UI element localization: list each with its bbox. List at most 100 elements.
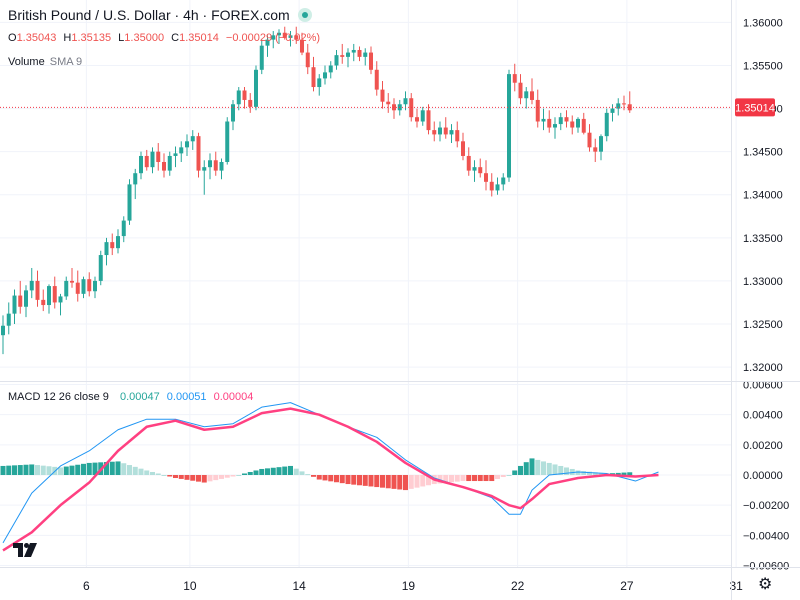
candle-body xyxy=(489,181,494,191)
candle-body xyxy=(501,177,506,185)
macd-histogram-bar xyxy=(6,465,12,475)
macd-histogram-bar xyxy=(368,475,374,487)
candle-body xyxy=(547,118,552,128)
macd-line-value: 0.00051 xyxy=(166,391,207,403)
time-tick-label: 19 xyxy=(402,579,416,593)
candle-body xyxy=(282,32,287,38)
candle-body xyxy=(570,121,575,128)
macd-histogram-bar xyxy=(518,465,523,475)
macd-histogram-bar xyxy=(357,475,362,486)
price-tick-label: 1.32500 xyxy=(743,319,783,331)
macd-histogram-bar xyxy=(81,463,86,475)
macd-histogram-bar xyxy=(58,467,63,475)
candle-body xyxy=(190,136,195,142)
candle-body xyxy=(87,279,92,292)
macd-histogram-bar xyxy=(265,468,270,475)
signal-line xyxy=(2,407,659,552)
candle-body xyxy=(271,35,276,40)
candle-body xyxy=(357,49,362,57)
price-tick-label: 1.36000 xyxy=(743,17,783,29)
macd-histogram-bar xyxy=(288,465,293,475)
candle-body xyxy=(616,103,621,109)
candle-body xyxy=(438,127,442,135)
macd-histogram-bar xyxy=(414,475,420,488)
macd-histogram-bar xyxy=(397,475,403,490)
macd-histogram-bar xyxy=(247,471,253,475)
macd-histogram-bar xyxy=(587,471,592,475)
macd-histogram-bar xyxy=(541,461,546,475)
candle-body xyxy=(288,35,293,38)
macd-histogram-bar xyxy=(362,475,368,486)
macd-histogram-bar xyxy=(500,475,506,478)
last-price-label: 1.35014 xyxy=(735,102,775,114)
macd-histogram-bar xyxy=(155,473,161,475)
macd-histogram-bar xyxy=(477,475,483,482)
price-tick-label: 1.35500 xyxy=(743,60,783,72)
candle-body xyxy=(121,220,126,237)
macd-histogram-bar xyxy=(403,475,408,491)
macd-histogram-bar xyxy=(483,475,489,482)
candle-body xyxy=(340,55,345,57)
candle-body xyxy=(144,155,149,168)
gear-icon[interactable]: ⚙ xyxy=(758,576,773,593)
market-status-icon[interactable] xyxy=(297,8,312,22)
macd-histogram-bar xyxy=(184,475,190,480)
macd-histogram-bar xyxy=(173,475,178,479)
interval-label[interactable]: 4h xyxy=(183,7,199,23)
candle-body xyxy=(231,104,235,122)
macd-signal-value: 0.00004 xyxy=(213,391,254,403)
macd-histogram-bar xyxy=(454,475,460,482)
macd-histogram-bar xyxy=(449,475,454,483)
high-label: H xyxy=(63,32,72,44)
macd-histogram-bar xyxy=(299,471,305,475)
candle-body xyxy=(466,155,471,171)
macd-histogram-bar xyxy=(190,475,196,481)
candle-body xyxy=(593,147,598,152)
candle-body xyxy=(363,52,368,57)
macd-histogram-bar xyxy=(489,475,495,482)
macd-histogram-bar xyxy=(259,468,265,475)
macd-histogram-bar xyxy=(426,475,431,486)
macd-histogram-bar xyxy=(12,465,17,475)
volume-label: Volume xyxy=(8,56,45,68)
volume-legend[interactable]: Volume SMA 9 xyxy=(8,56,82,68)
time-tick-label: 31 xyxy=(729,579,743,593)
macd-histogram-bar xyxy=(86,462,92,475)
candle-body xyxy=(70,280,74,283)
symbol-name[interactable]: British Pound / U.S. Dollar xyxy=(8,7,171,23)
candle-body xyxy=(518,82,523,99)
close-value: 1.35014 xyxy=(179,32,219,44)
candle-body xyxy=(415,117,419,122)
candle-body xyxy=(599,136,603,152)
macd-histogram-bar xyxy=(282,466,288,475)
candle-body xyxy=(167,155,172,171)
macd-histogram-bar xyxy=(178,475,184,479)
macd-histogram-bar xyxy=(592,472,598,475)
candle-body xyxy=(254,69,258,107)
macd-histogram-bar xyxy=(23,464,29,475)
tradingview-logo-icon[interactable] xyxy=(12,541,38,559)
candle-body xyxy=(47,286,51,306)
candle-body xyxy=(386,101,391,105)
macd-histogram-bar xyxy=(138,468,144,475)
candle-body xyxy=(236,90,241,105)
symbol-title[interactable]: British Pound / U.S. Dollar · 4h · FOREX… xyxy=(8,7,312,23)
macd-histogram-bar xyxy=(558,465,564,475)
candle-body xyxy=(317,78,322,88)
candle-body xyxy=(185,141,189,148)
macd-legend[interactable]: MACD 12 26 close 9 0.00047 0.00051 0.000… xyxy=(8,391,253,403)
candle-body xyxy=(208,160,212,168)
candle-body xyxy=(530,91,534,100)
macd-histogram-bar xyxy=(276,467,282,475)
macd-histogram-bar xyxy=(219,475,224,479)
candle-body xyxy=(213,160,218,171)
price-tick-label: 1.34000 xyxy=(743,190,783,202)
macd-histogram-bar xyxy=(109,461,115,475)
macd-histogram-bar xyxy=(535,459,541,475)
macd-histogram-bar xyxy=(132,466,138,475)
candle-body xyxy=(478,167,483,174)
candle-body xyxy=(18,295,23,307)
candle-body xyxy=(52,286,57,303)
